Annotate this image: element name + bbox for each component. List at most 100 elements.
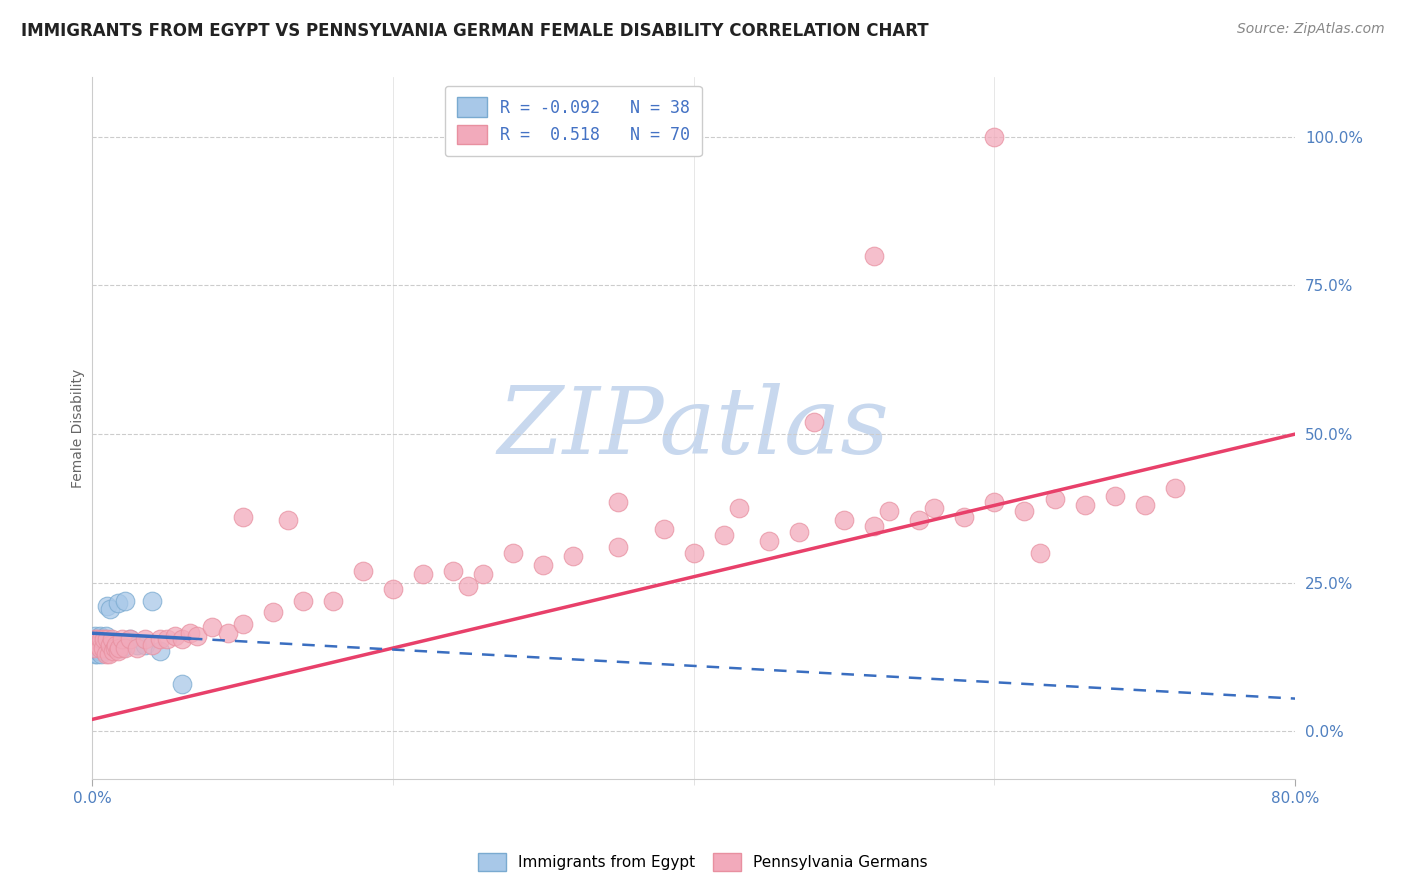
Point <box>441 564 464 578</box>
Point <box>111 632 134 647</box>
Point <box>163 629 186 643</box>
Point <box>1104 490 1126 504</box>
Point <box>127 638 149 652</box>
Point <box>118 632 141 647</box>
Point <box>91 632 114 647</box>
Point <box>114 641 136 656</box>
Point <box>141 593 163 607</box>
Point <box>352 564 374 578</box>
Point <box>100 632 122 647</box>
Point <box>607 540 630 554</box>
Point <box>86 641 108 656</box>
Point <box>84 632 107 647</box>
Point <box>1164 481 1187 495</box>
Point <box>1133 499 1156 513</box>
Point <box>90 647 112 661</box>
Point <box>86 632 108 647</box>
Point <box>84 647 107 661</box>
Point <box>94 629 117 643</box>
Point <box>262 606 284 620</box>
Point <box>953 510 976 524</box>
Point <box>134 632 156 647</box>
Legend: Immigrants from Egypt, Pennsylvania Germans: Immigrants from Egypt, Pennsylvania Germ… <box>470 844 936 880</box>
Point <box>94 641 117 656</box>
Point <box>134 638 156 652</box>
Point <box>381 582 404 596</box>
Point <box>141 638 163 652</box>
Point <box>89 641 111 656</box>
Point <box>83 632 105 647</box>
Point <box>457 579 479 593</box>
Point <box>713 528 735 542</box>
Text: Source: ZipAtlas.com: Source: ZipAtlas.com <box>1237 22 1385 37</box>
Point <box>114 593 136 607</box>
Point <box>96 599 118 614</box>
Point <box>983 129 1005 144</box>
Point <box>922 501 945 516</box>
Point <box>87 632 110 647</box>
Point <box>877 504 900 518</box>
Point <box>86 647 108 661</box>
Point <box>84 641 107 656</box>
Point <box>682 546 704 560</box>
Point <box>93 632 115 647</box>
Point <box>156 632 179 647</box>
Point <box>607 495 630 509</box>
Point <box>758 534 780 549</box>
Point <box>87 644 110 658</box>
Point <box>863 249 886 263</box>
Point <box>90 638 112 652</box>
Point <box>652 522 675 536</box>
Point <box>727 501 749 516</box>
Point <box>172 677 194 691</box>
Point <box>1073 499 1095 513</box>
Point <box>83 641 105 656</box>
Point <box>832 513 855 527</box>
Point <box>108 641 131 656</box>
Point <box>89 644 111 658</box>
Point <box>87 638 110 652</box>
Point <box>502 546 524 560</box>
Point <box>412 566 434 581</box>
Point <box>232 617 254 632</box>
Point <box>91 641 114 656</box>
Point <box>83 638 105 652</box>
Point <box>149 644 172 658</box>
Point <box>104 638 127 652</box>
Point <box>232 510 254 524</box>
Point <box>787 525 810 540</box>
Point <box>1043 492 1066 507</box>
Point <box>217 626 239 640</box>
Point <box>908 513 931 527</box>
Point <box>96 632 118 647</box>
Point <box>107 597 129 611</box>
Point <box>93 632 115 647</box>
Point <box>89 635 111 649</box>
Point <box>84 629 107 643</box>
Point <box>127 641 149 656</box>
Point <box>94 647 117 661</box>
Point <box>90 632 112 647</box>
Point <box>107 644 129 658</box>
Point <box>96 638 118 652</box>
Point <box>149 632 172 647</box>
Point <box>291 593 314 607</box>
Point <box>201 620 224 634</box>
Point <box>531 558 554 572</box>
Point <box>93 644 115 658</box>
Y-axis label: Female Disability: Female Disability <box>72 368 86 488</box>
Point <box>104 641 127 656</box>
Point <box>89 638 111 652</box>
Point <box>91 641 114 656</box>
Point <box>186 629 208 643</box>
Point <box>172 632 194 647</box>
Point <box>472 566 495 581</box>
Point <box>103 644 125 658</box>
Point <box>89 629 111 643</box>
Point <box>179 626 201 640</box>
Point <box>1028 546 1050 560</box>
Point <box>803 415 825 429</box>
Point <box>105 638 128 652</box>
Point <box>322 593 344 607</box>
Text: IMMIGRANTS FROM EGYPT VS PENNSYLVANIA GERMAN FEMALE DISABILITY CORRELATION CHART: IMMIGRANTS FROM EGYPT VS PENNSYLVANIA GE… <box>21 22 929 40</box>
